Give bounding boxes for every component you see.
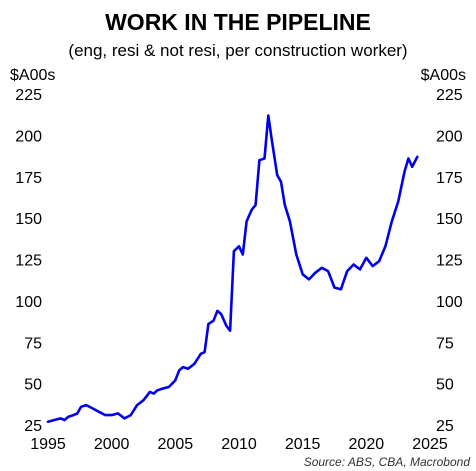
x-tick-label: 1995 bbox=[30, 436, 66, 453]
y-tick-label-right: 225 bbox=[436, 87, 463, 104]
x-tick-label: 2025 bbox=[412, 436, 448, 453]
y-tick-label-right: 175 bbox=[436, 170, 463, 187]
y-tick-label-right: 75 bbox=[436, 335, 454, 352]
y-tick-label-left: 150 bbox=[15, 211, 42, 228]
x-tick-label: 2000 bbox=[94, 436, 130, 453]
source-note: Source: ABS, CBA, Macrobond bbox=[304, 455, 471, 469]
x-tick-label: 2005 bbox=[158, 436, 194, 453]
y-tick-label-right: 25 bbox=[436, 418, 454, 435]
right-y-axis: 25 50 75 100 125 150 175 200 225 bbox=[436, 87, 463, 435]
y-tick-label-left: 75 bbox=[24, 335, 42, 352]
y-tick-label-right: 100 bbox=[436, 294, 463, 311]
y-tick-label-right: 125 bbox=[436, 253, 463, 270]
y-tick-label-right: 200 bbox=[436, 128, 463, 145]
y-tick-label-left: 50 bbox=[24, 377, 42, 394]
x-tick-label: 2020 bbox=[349, 436, 385, 453]
y-tick-label-left: 125 bbox=[15, 253, 42, 270]
x-tick-label: 2010 bbox=[221, 436, 257, 453]
x-axis: 1995 2000 2005 2010 2015 2020 2025 bbox=[30, 436, 448, 453]
y-tick-label-left: 225 bbox=[15, 87, 42, 104]
right-axis-unit: $A00s bbox=[421, 67, 466, 84]
chart-title: WORK IN THE PIPELINE bbox=[105, 9, 371, 35]
y-tick-label-left: 175 bbox=[15, 170, 42, 187]
y-tick-label-left: 200 bbox=[15, 128, 42, 145]
y-tick-label-right: 150 bbox=[436, 211, 463, 228]
y-tick-label-left: 100 bbox=[15, 294, 42, 311]
y-tick-label-left: 25 bbox=[24, 418, 42, 435]
plot-area bbox=[46, 114, 419, 424]
series-line bbox=[46, 114, 419, 424]
y-tick-label-right: 50 bbox=[436, 377, 454, 394]
left-y-axis: 25 50 75 100 125 150 175 200 225 bbox=[15, 87, 42, 435]
x-tick-label: 2015 bbox=[285, 436, 321, 453]
left-axis-unit: $A00s bbox=[10, 67, 55, 84]
chart-subtitle: (eng, resi & not resi, per construction … bbox=[68, 41, 407, 60]
